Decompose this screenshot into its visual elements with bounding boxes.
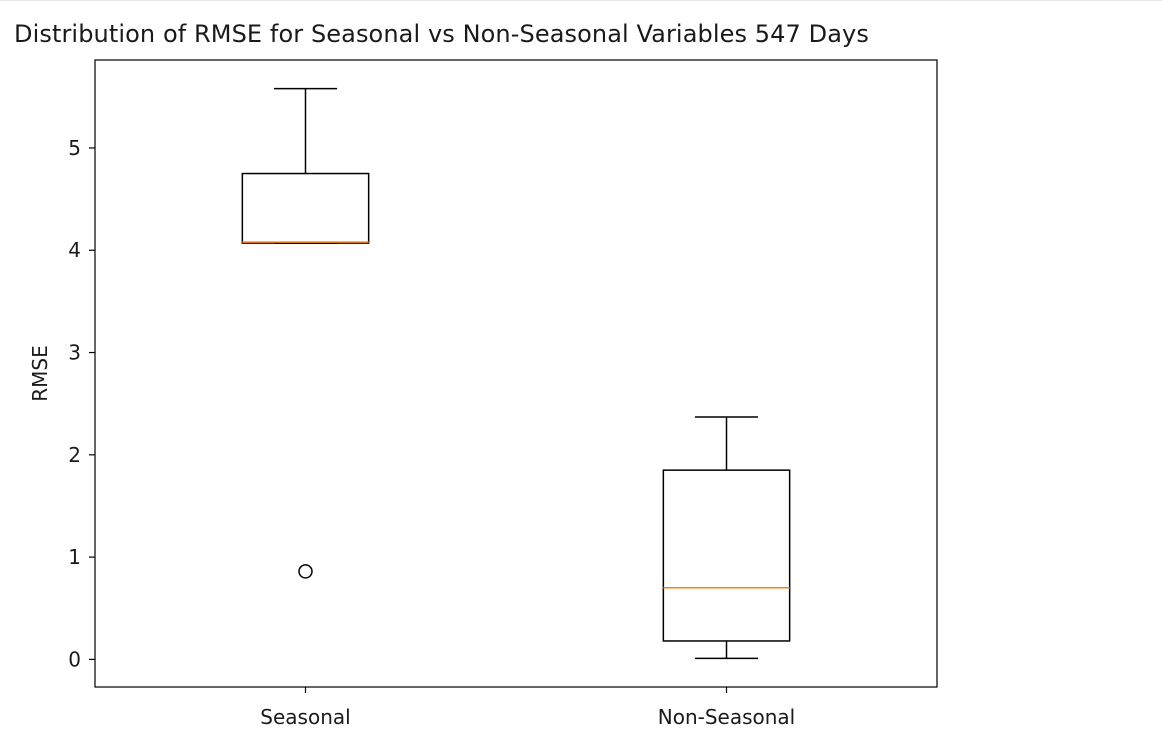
y-tick-label: 2 xyxy=(68,443,81,467)
iqr-box xyxy=(662,469,791,642)
iqr-box xyxy=(241,172,370,244)
x-tick-label: Non-Seasonal xyxy=(658,705,796,729)
y-tick-label: 5 xyxy=(68,136,81,160)
y-tick-label: 4 xyxy=(68,238,81,262)
y-tick-label: 3 xyxy=(68,341,81,365)
y-axis-label: RMSE xyxy=(28,345,52,401)
x-tick-label: Seasonal xyxy=(260,705,350,729)
plot-frame xyxy=(94,59,938,688)
chart-title: Distribution of RMSE for Seasonal vs Non… xyxy=(14,20,869,48)
y-tick-label: 1 xyxy=(68,545,81,569)
box-group-seasonal xyxy=(241,87,370,579)
y-tick-label: 0 xyxy=(68,647,81,671)
box-group-non-seasonal xyxy=(662,416,791,660)
axes-layer: 0 1 2 3 4 5 Seasonal Non-Seasonal RMSE xyxy=(28,59,938,729)
boxes-layer xyxy=(241,87,791,660)
outlier-point xyxy=(298,564,313,579)
top-divider xyxy=(0,0,1162,1)
